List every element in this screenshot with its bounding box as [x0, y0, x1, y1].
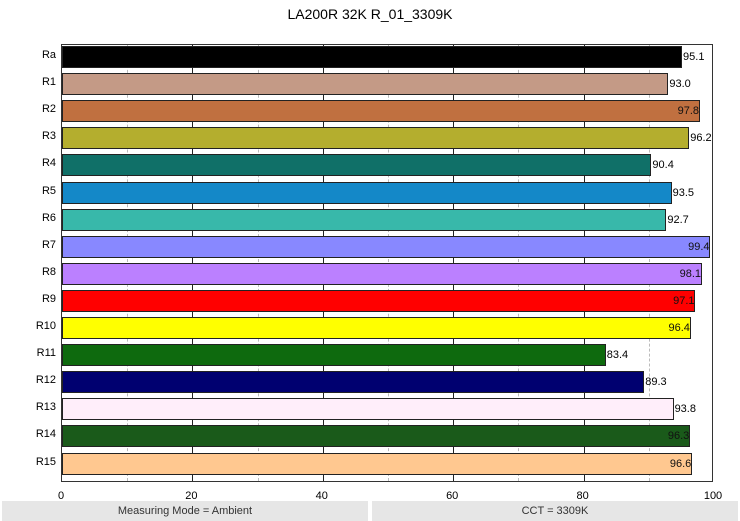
bar-value-label: 93.5: [672, 186, 695, 199]
x-tick-label: 40: [315, 490, 328, 502]
plot-area: 95.1 93.0 97.8 96.2 90.4 93.5 92.7 99.4 98.1 97.1…: [61, 44, 713, 482]
bar-r10: [62, 317, 691, 339]
category-label: R3: [41, 130, 56, 143]
category-label: R5: [41, 184, 56, 197]
bar-value-label: 93.8: [674, 403, 696, 416]
category-label: R6: [41, 211, 56, 224]
bar-value-label: 93.0: [669, 78, 691, 91]
bar-r3: [62, 127, 690, 150]
x-tick-label: 80: [576, 490, 589, 502]
bar-value-label: 95.1: [683, 51, 705, 63]
category-label: R13: [35, 401, 56, 414]
bar-value-label: 98.1: [679, 267, 702, 280]
bar-r7: [62, 235, 711, 258]
category-label: R12: [35, 374, 56, 387]
bar-r15: [62, 452, 692, 475]
category-label: R2: [41, 103, 56, 116]
measuring-mode-status: Measuring Mode = Ambient: [2, 501, 368, 521]
category-label: R7: [41, 238, 56, 251]
category-label: R9: [41, 292, 56, 305]
bar-value-label: 97.8: [677, 105, 700, 118]
bar-ra: [62, 46, 683, 68]
bar-value-label: 99.4: [688, 240, 710, 253]
bar-r14: [62, 425, 690, 448]
x-tick-label: 0: [57, 490, 65, 502]
bar-r11: [62, 344, 606, 367]
bar-value-label: 96.2: [690, 132, 712, 145]
category-label: Ra: [41, 49, 56, 61]
bar-r6: [62, 208, 667, 231]
bar-r9: [62, 289, 696, 312]
category-label: R4: [41, 157, 56, 170]
bar-r4: [62, 154, 652, 177]
bar-value-label: 96.4: [668, 322, 690, 334]
chart-title: LA200R 32K R_01_3309K: [287, 6, 453, 22]
bar-r8: [62, 262, 702, 285]
x-tick-label: 60: [446, 490, 459, 502]
category-label: R11: [36, 347, 56, 360]
category-label: R10: [35, 320, 56, 332]
bar-value-label: 90.4: [652, 159, 674, 172]
category-label: R15: [35, 455, 56, 468]
bar-value-label: 92.7: [667, 213, 689, 226]
bar-value-label: 83.4: [606, 349, 629, 362]
bar-value-label: 96.3: [667, 430, 690, 443]
cct-status: CCT = 3309K: [372, 501, 738, 521]
x-tick-label: 100: [703, 490, 723, 502]
bar-r12: [62, 371, 645, 394]
bar-r1: [62, 73, 669, 96]
x-tick-label: 20: [185, 490, 198, 502]
bar-r5: [62, 181, 672, 204]
bar-r13: [62, 398, 674, 421]
bar-r2: [62, 100, 700, 123]
bar-value-label: 89.3: [645, 376, 667, 389]
bar-value-label: 96.6: [669, 457, 692, 470]
category-label: R14: [35, 428, 56, 441]
category-label: R8: [41, 265, 56, 278]
category-label: R1: [41, 76, 56, 89]
bar-value-label: 97.1: [673, 294, 695, 307]
